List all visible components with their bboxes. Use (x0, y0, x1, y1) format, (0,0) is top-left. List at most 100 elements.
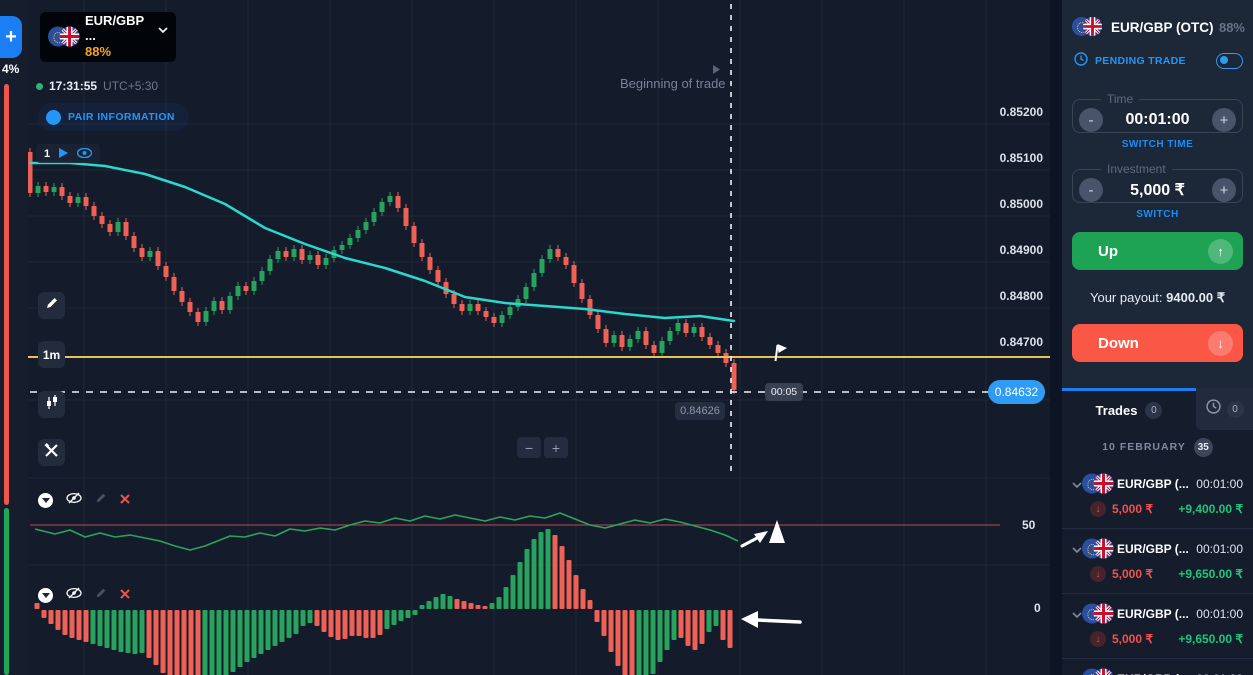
trades-date-count: 35 (1193, 437, 1213, 457)
trade-row[interactable]: EUR/GBP (... 00:01:00 ↓ 5,000 ₹ +9,400.0… (1062, 464, 1253, 529)
collapse-icon[interactable] (38, 587, 53, 603)
zoom-in-button[interactable]: + (544, 437, 568, 458)
investment-increase-button[interactable]: + (1212, 178, 1236, 202)
timeframe-button[interactable]: 1m (38, 341, 65, 368)
remove-indicator-icon[interactable] (120, 586, 130, 604)
trade-pair: EUR/GBP (... (1117, 607, 1189, 621)
left-rail: + 4% (0, 0, 28, 675)
chevron-down-icon[interactable] (1072, 670, 1082, 675)
hide-indicator-icon[interactable] (66, 586, 82, 604)
chevron-down-icon[interactable] (1072, 540, 1082, 558)
time-value[interactable]: 00:01:00 (1125, 111, 1190, 128)
sentiment-bar-down (4, 84, 9, 505)
investment-decrease-button[interactable]: - (1079, 178, 1103, 202)
ghost-price-badge: 0.84626 (675, 402, 725, 420)
switch-currency-button[interactable]: SWITCH (1128, 209, 1187, 220)
price-axis-label: 0.84900 (999, 243, 1043, 257)
pair-flags-icon (1082, 603, 1115, 625)
pair-information-button[interactable]: i PAIR INFORMATION (38, 103, 189, 131)
tab-history[interactable]: 0 (1196, 388, 1253, 430)
edit-indicator-icon[interactable] (95, 491, 107, 509)
pair-flags-icon (1072, 17, 1103, 37)
chart-mini-toolbar: 1 (36, 144, 101, 163)
chart-type-button[interactable] (38, 391, 65, 418)
trade-row[interactable]: EUR/GBP (... 00:01:00 ↓ 5,000 ₹ +9,650.0… (1062, 529, 1253, 594)
trade-row[interactable]: EUR/GBP (... 00:01:00 ↓ 5,000 ₹ +9,650.0… (1062, 594, 1253, 659)
trade-amount: 5,000 ₹ (1112, 567, 1153, 581)
pair-flags-icon (48, 26, 81, 48)
sentiment-bar-up (4, 508, 9, 675)
pending-trade-label: PENDING TRADE (1095, 54, 1186, 67)
server-clock: 17:31:55 UTC+5:30 (36, 79, 158, 93)
trades-count-badge: 0 (1145, 402, 1163, 419)
trade-duration: 00:01:00 (1196, 477, 1243, 491)
chart-number-label: 1 (44, 147, 51, 160)
switch-time-button[interactable]: SWITCH TIME (1113, 139, 1202, 150)
chevron-down-icon[interactable] (1072, 605, 1082, 623)
pair-flags-icon (1082, 538, 1115, 560)
investment-value[interactable]: 5,000 ₹ (1130, 182, 1185, 199)
add-asset-button[interactable]: + (0, 16, 22, 58)
macd-indicator-controls (38, 586, 130, 604)
trade-row[interactable]: EUR/GBP (... 00:01:00 ↓ 5,000 ₹ +9,650.0… (1062, 659, 1253, 675)
price-axis-label: 0.84800 (999, 289, 1043, 303)
info-icon: i (46, 109, 61, 125)
chart-area[interactable]: Beginning of trade 00:05 0.84626 0.84632… (0, 0, 1050, 675)
countdown-badge: 00:05 (765, 383, 803, 401)
time-increase-button[interactable]: + (1212, 108, 1236, 132)
pair-selector[interactable]: EUR/GBP ... 88% (40, 12, 176, 62)
trade-pair: EUR/GBP (... (1117, 477, 1189, 491)
play-icon[interactable] (59, 145, 69, 163)
price-chart-canvas[interactable] (0, 0, 1050, 675)
pair-flags-icon (1082, 473, 1115, 495)
edit-indicator-icon[interactable] (95, 586, 107, 604)
price-axis-label: 0.85000 (999, 197, 1043, 211)
trade-duration: 00:01:00 (1196, 672, 1243, 675)
zoom-controls: − + (517, 437, 568, 458)
trade-pair: EUR/GBP (... (1117, 542, 1189, 556)
up-button[interactable]: Up ↑ (1072, 232, 1243, 270)
current-price-pill: 0.84632 (988, 380, 1045, 404)
zoom-out-button[interactable]: − (517, 437, 541, 458)
payout-amount: 9400.00 ₹ (1166, 290, 1226, 305)
trade-direction-down-icon: ↓ (1090, 501, 1106, 517)
beginning-of-trade-label: Beginning of trade (620, 76, 726, 91)
clock-icon (1205, 399, 1221, 419)
candlestick-icon (45, 394, 59, 415)
rsi-level-label: 50 (1022, 518, 1036, 532)
eye-icon[interactable] (76, 145, 93, 163)
time-field: Time - 00:01:00 + (1072, 92, 1243, 133)
down-button[interactable]: Down ↓ (1072, 324, 1243, 362)
panel-pair-name: EUR/GBP (OTC) (1111, 19, 1214, 35)
pair-information-label: PAIR INFORMATION (68, 111, 175, 123)
chevron-down-icon[interactable] (1072, 475, 1082, 493)
time-decrease-button[interactable]: - (1079, 108, 1103, 132)
drawn-triangle (769, 520, 785, 543)
drawn-arrow-macd (755, 618, 802, 624)
pending-trade-toggle[interactable] (1216, 52, 1243, 69)
collapse-icon[interactable] (38, 492, 53, 508)
hide-indicator-icon[interactable] (66, 491, 82, 509)
clock-utc: UTC+5:30 (103, 79, 159, 93)
pair-payout-percent: 88% (85, 44, 112, 59)
tab-trades[interactable]: Trades 0 (1062, 388, 1196, 430)
pair-name-label: EUR/GBP ... (85, 13, 144, 43)
trade-panel: EUR/GBP (OTC) 88% PENDING TRADE Time - 0… (1062, 0, 1253, 675)
panel-pair-header: EUR/GBP (OTC) 88% (1072, 17, 1245, 37)
crossed-tools-icon (44, 442, 59, 463)
indicators-button[interactable] (38, 439, 65, 466)
price-axis-label: 0.85200 (999, 105, 1043, 119)
trades-date-header: 10 FEBRUARY 35 (1062, 430, 1253, 464)
trade-duration: 00:01:00 (1196, 542, 1243, 556)
payout-text: Your payout: 9400.00 ₹ (1089, 290, 1226, 305)
clock-icon (1074, 52, 1088, 69)
trade-direction-down-icon: ↓ (1090, 566, 1106, 582)
time-field-label: Time (1107, 92, 1134, 106)
flag-marker-icon (774, 344, 779, 362)
trade-profit: +9,650.00 ₹ (1178, 632, 1243, 646)
clock-time: 17:31:55 (49, 79, 98, 93)
draw-tool-button[interactable] (38, 292, 65, 319)
panel-payout-percent: 88% (1218, 19, 1245, 35)
remove-indicator-icon[interactable] (120, 491, 130, 509)
